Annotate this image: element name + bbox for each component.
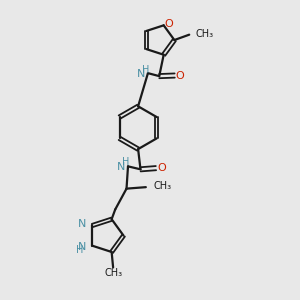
Text: N: N — [78, 219, 86, 229]
Text: H: H — [122, 158, 129, 167]
Text: N: N — [117, 162, 126, 172]
Text: H: H — [76, 245, 83, 256]
Text: N: N — [78, 242, 86, 252]
Text: O: O — [157, 163, 166, 173]
Text: O: O — [164, 19, 173, 29]
Text: O: O — [176, 70, 184, 80]
Text: CH₃: CH₃ — [196, 29, 214, 39]
Text: CH₃: CH₃ — [105, 268, 123, 278]
Text: H: H — [142, 64, 149, 75]
Text: N: N — [137, 69, 146, 79]
Text: CH₃: CH₃ — [153, 181, 171, 191]
